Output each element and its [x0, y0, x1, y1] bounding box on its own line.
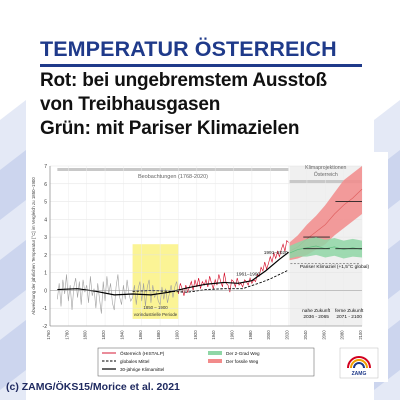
- projections-label-2: Österreich: [314, 171, 338, 178]
- chart-panel: -2 -1 0 1 2 3 4 5 6 7 1760 1780 1800 1820 1840 1860 1880…: [28, 152, 388, 382]
- legend-swatch-3: [208, 351, 222, 355]
- subtitle-line-1: Rot: bei ungebremstem Ausstoß: [40, 70, 327, 91]
- page-title: TEMPERATUR ÖSTERREICH: [40, 37, 337, 61]
- annotation-0: 1991–2020: [264, 250, 288, 256]
- x-tick-label: 2040: [303, 330, 308, 340]
- logo-text: ZAMG: [352, 371, 367, 377]
- y-tick-label: 1: [44, 271, 47, 277]
- y-tick-label: 3: [44, 235, 47, 241]
- y-tick-label: 0: [44, 288, 47, 294]
- x-tick-label: 1920: [193, 330, 198, 340]
- legend-label-1: globales Mittel: [120, 359, 149, 364]
- series-climate-mean: [57, 251, 289, 296]
- temperature-chart: -2 -1 0 1 2 3 4 5 6 7 1760 1780 1800 1820 1840 1860 1880…: [28, 152, 388, 382]
- annotation-3: nahe Zukunft: [302, 308, 331, 314]
- observations-label: Beobachtungen (1768-2020): [138, 174, 208, 180]
- preindustrial-label-2: vorindustrielle Periode: [134, 312, 178, 317]
- x-tick-label: 1760: [46, 330, 51, 340]
- y-tick-label: 4: [44, 217, 47, 223]
- y-tick-label: 6: [44, 182, 47, 188]
- x-tick-label: 2080: [340, 330, 345, 340]
- preindustrial-band: [132, 244, 179, 319]
- logo-arc-blue: [353, 362, 365, 369]
- y-tick-label: 7: [44, 164, 47, 170]
- x-tick-label: 2060: [321, 330, 326, 340]
- subtitle-line-2: von Treibhausgasen: [40, 94, 221, 115]
- subtitle-line-3: Grün: mit Pariser Klimazielen: [40, 118, 300, 139]
- x-tick-label: 2100: [358, 330, 363, 340]
- x-tick-label: 2020: [285, 330, 290, 340]
- x-tick-label: 1820: [101, 330, 106, 340]
- x-tick-label: 1800: [83, 330, 88, 340]
- x-tick-label: 1880: [156, 330, 161, 340]
- y-tick-label: -1: [43, 306, 48, 312]
- fan-two-degree: [289, 237, 362, 259]
- x-tick-label: 2000: [266, 330, 271, 340]
- x-tick-label: 1940: [211, 330, 216, 340]
- title-underline: [40, 64, 362, 67]
- annotation-3-line2: 2036 - 2065: [303, 314, 329, 320]
- x-tick-label: 1860: [138, 330, 143, 340]
- projections-label-1: Klimaprojektionen: [305, 165, 346, 171]
- legend-label-3: Der 2-Grad Weg: [226, 351, 260, 356]
- preindustrial-label-1: 1850 – 1900: [143, 305, 168, 310]
- x-tick-label: 1840: [119, 330, 124, 340]
- y-tick-label: -2: [43, 324, 48, 330]
- projection-band: [289, 180, 362, 183]
- x-tick-label: 1980: [248, 330, 253, 340]
- legend-box: [97, 347, 315, 377]
- series-histalp-early: [57, 274, 179, 314]
- y-tick-label: 2: [44, 253, 47, 259]
- credit-text: (c) ZAMG/ÖKS15/Morice et al. 2021: [6, 381, 180, 393]
- legend-label-0: Österreich (HISTALP): [120, 350, 165, 356]
- x-tick-label: 1900: [174, 330, 179, 340]
- legend-swatch-4: [208, 359, 222, 363]
- annotation-2: Pariser Klimaziel (+1,5°C global): [300, 264, 370, 270]
- series-histalp: [178, 240, 289, 296]
- x-tick-label: 1780: [64, 330, 69, 340]
- legend-label-2: 30-jährige Klimamittel: [120, 367, 164, 372]
- logo-arc-orange: [350, 359, 368, 369]
- annotation-4-line2: 2071 - 2100: [336, 314, 362, 320]
- series-global-mean: [132, 269, 289, 293]
- zamg-logo: ZAMG: [339, 347, 379, 379]
- x-tick-label: 1960: [230, 330, 235, 340]
- annotation-1: 1961–1990: [236, 271, 260, 277]
- observations-band: [57, 168, 289, 171]
- annotation-4: ferne Zukunft: [335, 308, 364, 314]
- logo-arc-red: [347, 356, 371, 369]
- y-tick-label: 5: [44, 200, 47, 206]
- y-axis-label: Abweichung der jährlichen Temperatur [°C…: [31, 177, 36, 315]
- legend-label-4: Der fossile Weg: [226, 359, 259, 364]
